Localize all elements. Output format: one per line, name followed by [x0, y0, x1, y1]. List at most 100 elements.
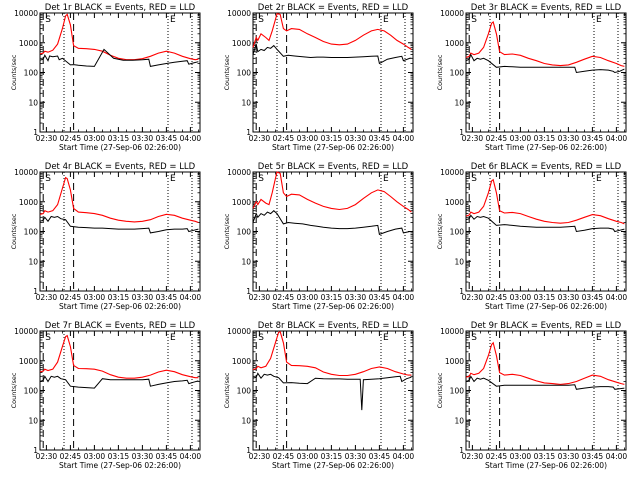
- y-axis-label: Counts/sec: [223, 372, 231, 408]
- y-axis-label: Counts/sec: [10, 372, 18, 408]
- panel-title: Det 7r BLACK = Events, RED = LLD: [45, 321, 196, 331]
- x-tick-label: 02:45: [486, 293, 508, 302]
- panel-title: Det 8r BLACK = Events, RED = LLD: [258, 321, 409, 331]
- y-tick-label: 10: [454, 257, 464, 266]
- y-tick-label: 100: [237, 387, 252, 396]
- lld-series-line: [252, 171, 412, 213]
- x-tick-label: 03:00: [297, 293, 319, 302]
- y-tick-label: 100: [237, 228, 252, 237]
- x-tick-label: 03:15: [108, 452, 130, 461]
- y-tick-label: 1: [33, 128, 38, 137]
- y-tick-label: 10000: [227, 9, 251, 18]
- x-tick-label: 02:30: [249, 134, 271, 143]
- x-axis-label: Start Time (27-Sep-06 02:26:00): [485, 143, 607, 152]
- end-marker-label: E: [596, 174, 602, 184]
- x-tick-label: 03:15: [321, 452, 343, 461]
- x-tick-label: 02:30: [249, 293, 271, 302]
- y-tick-label: 1: [246, 287, 251, 296]
- x-tick-label: 03:15: [321, 293, 343, 302]
- end-marker-label: E: [383, 15, 389, 25]
- x-tick-label: 03:00: [84, 134, 106, 143]
- y-tick-label: 10000: [227, 327, 251, 336]
- x-tick-label: 02:45: [273, 452, 295, 461]
- end-marker-label: E: [170, 15, 176, 25]
- y-axis-label: Counts/sec: [223, 213, 231, 249]
- x-tick-label: 02:30: [462, 134, 484, 143]
- x-tick-label: 02:45: [60, 134, 82, 143]
- x-tick-label: 02:45: [486, 452, 508, 461]
- start-marker-label: S: [258, 15, 264, 25]
- x-tick-label: 02:30: [462, 293, 484, 302]
- y-tick-label: 1: [459, 128, 464, 137]
- end-marker-label: E: [170, 333, 176, 343]
- x-tick-label: 04:00: [606, 134, 628, 143]
- x-tick-label: 03:45: [369, 293, 391, 302]
- start-marker-label: S: [471, 174, 477, 184]
- y-tick-label: 10000: [14, 168, 38, 177]
- x-tick-label: 03:30: [132, 452, 154, 461]
- x-tick-label: 02:45: [273, 134, 295, 143]
- y-tick-label: 1: [459, 287, 464, 296]
- y-tick-label: 10: [28, 257, 38, 266]
- panel-det-9: Det 9r BLACK = Events, RED = LLD 1 10 100 10…: [436, 321, 627, 470]
- x-tick-label: 02:30: [249, 452, 271, 461]
- panel-det-5: Det 5r BLACK = Events, RED = LLD 1 10 100 10…: [223, 162, 414, 311]
- x-tick-label: 02:45: [486, 134, 508, 143]
- panel-title: Det 4r BLACK = Events, RED = LLD: [45, 162, 196, 172]
- x-axis-label: Start Time (27-Sep-06 02:26:00): [485, 302, 607, 311]
- plot-frame: [39, 171, 201, 292]
- y-tick-label: 1000: [232, 39, 251, 48]
- x-tick-label: 03:30: [558, 134, 580, 143]
- y-tick-label: 1: [459, 446, 464, 455]
- panel-det-7: Det 7r BLACK = Events, RED = LLD 1 10 100 10…: [10, 321, 201, 470]
- x-tick-label: 03:00: [297, 134, 319, 143]
- panel-title: Det 2r BLACK = Events, RED = LLD: [258, 3, 409, 13]
- events-series-line: [39, 48, 199, 67]
- plot-frame: [252, 330, 414, 451]
- x-tick-label: 03:15: [321, 134, 343, 143]
- x-tick-label: 03:30: [345, 134, 367, 143]
- x-tick-label: 03:45: [369, 134, 391, 143]
- events-series-line: [39, 215, 199, 234]
- events-series-line: [465, 53, 625, 74]
- y-tick-label: 10000: [227, 168, 251, 177]
- y-tick-label: 10000: [14, 327, 38, 336]
- x-axis-label: Start Time (27-Sep-06 02:26:00): [272, 143, 394, 152]
- start-marker-label: S: [45, 333, 51, 343]
- x-tick-label: 02:30: [36, 452, 58, 461]
- end-marker-label: E: [383, 174, 389, 184]
- x-tick-label: 03:45: [156, 293, 178, 302]
- x-tick-label: 03:00: [510, 452, 532, 461]
- x-tick-label: 03:45: [582, 134, 604, 143]
- x-tick-label: 02:45: [60, 452, 82, 461]
- x-tick-label: 04:00: [606, 452, 628, 461]
- x-tick-label: 03:45: [582, 452, 604, 461]
- x-tick-label: 03:30: [558, 452, 580, 461]
- y-tick-label: 1000: [232, 357, 251, 366]
- start-marker-label: S: [45, 174, 51, 184]
- lld-series-line: [252, 330, 412, 377]
- y-tick-label: 10: [241, 416, 251, 425]
- x-tick-label: 02:30: [36, 134, 58, 143]
- x-tick-label: 03:15: [108, 293, 130, 302]
- y-tick-label: 100: [24, 387, 39, 396]
- x-tick-label: 04:00: [180, 134, 202, 143]
- y-tick-label: 10: [241, 257, 251, 266]
- y-tick-label: 1: [33, 446, 38, 455]
- x-tick-label: 03:30: [558, 293, 580, 302]
- x-tick-label: 04:00: [606, 293, 628, 302]
- end-marker-label: E: [596, 15, 602, 25]
- x-tick-label: 03:00: [84, 452, 106, 461]
- x-tick-label: 03:15: [534, 134, 556, 143]
- panel-det-4: Det 4r BLACK = Events, RED = LLD 1 10 100 10…: [10, 162, 201, 311]
- y-tick-label: 1000: [445, 357, 464, 366]
- x-tick-label: 02:30: [36, 293, 58, 302]
- y-tick-label: 100: [450, 228, 465, 237]
- lld-series-line: [39, 176, 199, 224]
- y-tick-label: 100: [450, 387, 465, 396]
- y-axis-label: Counts/sec: [223, 54, 231, 90]
- events-series-line: [465, 375, 625, 390]
- start-marker-label: S: [45, 15, 51, 25]
- start-marker-label: S: [258, 174, 264, 184]
- panel-title: Det 3r BLACK = Events, RED = LLD: [471, 3, 622, 13]
